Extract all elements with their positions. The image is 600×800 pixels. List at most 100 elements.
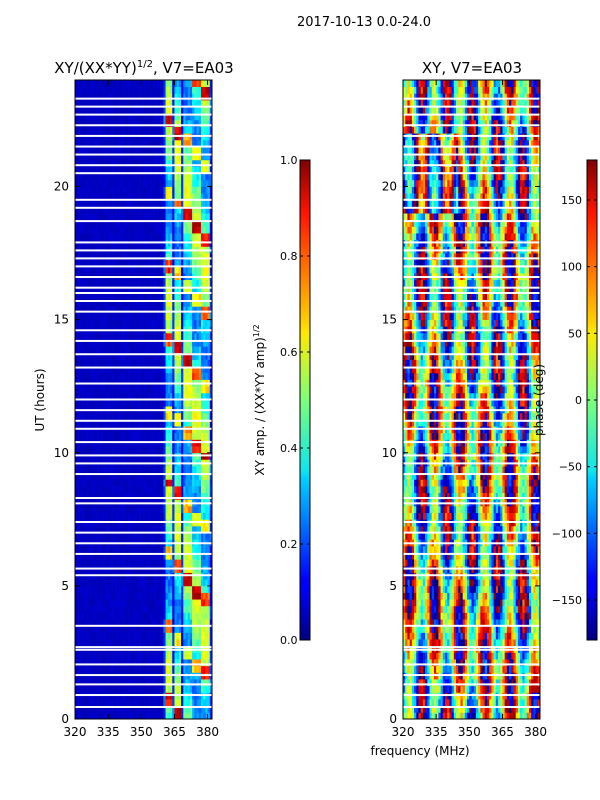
amplitude-heatmap-cell <box>161 339 164 347</box>
amplitude-heatmap-cell <box>125 399 129 407</box>
amplitude-heatmap-cell <box>143 193 147 201</box>
amplitude-heatmap-cell <box>134 619 138 627</box>
amplitude-heatmap-cell <box>123 705 127 713</box>
amplitude-heatmap-cell <box>79 259 82 267</box>
amplitude-heatmap-cell <box>114 226 118 234</box>
amplitude-heatmap-cell <box>205 579 208 587</box>
amplitude-heatmap-cell <box>200 399 204 407</box>
amplitude-heatmap-cell <box>172 392 175 400</box>
amplitude-heatmap-cell <box>161 625 164 633</box>
amplitude-heatmap-cell <box>205 306 208 314</box>
amplitude-heatmap-cell <box>114 592 118 600</box>
amplitude-heatmap-cell <box>205 352 208 360</box>
amplitude-heatmap-cell <box>136 679 140 687</box>
amplitude-heatmap-cell <box>207 352 211 360</box>
amplitude-heatmap-cell <box>97 619 100 627</box>
amplitude-heatmap-cell <box>123 632 127 640</box>
amplitude-heatmap-cell <box>119 585 122 593</box>
amplitude-heatmap-cell <box>187 625 191 633</box>
amplitude-heatmap-cell <box>123 625 127 633</box>
amplitude-heatmap-cell <box>128 253 131 261</box>
amplitude-heatmap-cell <box>90 286 94 294</box>
amplitude-heatmap-cell <box>125 665 129 673</box>
amplitude-heatmap-cell <box>194 512 197 520</box>
amplitude-heatmap-cell <box>154 506 158 514</box>
amplitude-heatmap-cell <box>158 186 162 194</box>
amplitude-heatmap-cell <box>75 299 78 307</box>
amplitude-heatmap-cell <box>200 419 204 427</box>
amplitude-heatmap-cell <box>192 632 195 640</box>
amplitude-heatmap-cell <box>88 492 91 500</box>
amplitude-heatmap-cell <box>105 359 109 367</box>
amplitude-heatmap-cell <box>108 332 111 340</box>
amplitude-heatmap-cell <box>176 699 180 707</box>
amplitude-heatmap-cell <box>81 492 85 500</box>
amplitude-heatmap-cell <box>161 386 164 394</box>
amplitude-heatmap-cell <box>139 319 142 327</box>
amplitude-heatmap-cell <box>121 226 124 234</box>
amplitude-heatmap-cell <box>128 259 131 267</box>
amplitude-heatmap-cell <box>112 293 116 301</box>
amplitude-heatmap-cell <box>108 545 111 553</box>
amplitude-heatmap-cell <box>81 659 85 667</box>
amplitude-heatmap-cell <box>178 652 182 660</box>
amplitude-heatmap-cell <box>99 432 102 440</box>
amplitude-heatmap-cell <box>170 699 173 707</box>
amplitude-heatmap-cell <box>145 619 149 627</box>
amplitude-heatmap-cell <box>110 386 113 394</box>
amplitude-heatmap-cell <box>101 312 105 320</box>
amplitude-heatmap-cell <box>154 579 158 587</box>
amplitude-heatmap-cell <box>112 299 116 307</box>
amplitude-heatmap-cell <box>172 612 175 620</box>
amplitude-heatmap-cell <box>99 512 102 520</box>
amplitude-heatmap-cell <box>112 625 116 633</box>
amplitude-heatmap-cell <box>105 685 109 693</box>
amplitude-heatmap-cell <box>145 625 149 633</box>
amplitude-heatmap-cell <box>103 652 107 660</box>
amplitude-heatmap-cell <box>81 359 85 367</box>
amplitude-heatmap-cell <box>121 579 124 587</box>
amplitude-heatmap-cell <box>189 312 193 320</box>
amplitude-heatmap-cell <box>152 339 155 347</box>
amplitude-heatmap-cell <box>94 279 98 287</box>
amplitude-heatmap-cell <box>92 392 96 400</box>
amplitude-heatmap-cell <box>147 506 151 514</box>
amplitude-heatmap-cell <box>176 219 180 227</box>
amplitude-heatmap-cell <box>174 525 177 533</box>
amplitude-heatmap-cell <box>128 299 131 307</box>
amplitude-heatmap-cell <box>79 193 82 201</box>
amplitude-heatmap-cell <box>192 612 195 620</box>
amplitude-heatmap-cell <box>198 705 202 713</box>
amplitude-heatmap-cell <box>192 466 195 474</box>
amplitude-heatmap-cell <box>90 312 94 320</box>
amplitude-heatmap-cell <box>165 639 169 647</box>
amplitude-heatmap-cell <box>189 392 193 400</box>
amplitude-heatmap-cell <box>112 585 116 593</box>
amplitude-heatmap-cell <box>150 559 153 567</box>
amplitude-heatmap-cell <box>90 446 94 454</box>
amplitude-heatmap-cell <box>112 659 116 667</box>
amplitude-heatmap-cell <box>172 286 175 294</box>
amplitude-heatmap-cell <box>161 352 164 360</box>
amplitude-heatmap-cell <box>90 479 94 487</box>
amplitude-heatmap-cell <box>141 306 144 314</box>
amplitude-heatmap-cell <box>136 486 140 494</box>
amplitude-heatmap-cell <box>116 332 120 340</box>
amplitude-heatmap-cell <box>123 186 127 194</box>
amplitude-heatmap-cell <box>116 312 120 320</box>
amplitude-heatmap-cell <box>90 665 94 673</box>
amplitude-heatmap-cell <box>165 599 169 607</box>
amplitude-heatmap-cell <box>207 486 211 494</box>
amplitude-heatmap-cell <box>123 665 127 673</box>
amplitude-heatmap-cell <box>198 193 202 201</box>
amplitude-heatmap-cell <box>130 259 133 267</box>
amplitude-heatmap-cell <box>101 612 105 620</box>
amplitude-heatmap-cell <box>97 206 100 214</box>
amplitude-heatmap-cell <box>110 186 113 194</box>
amplitude-heatmap-cell <box>119 259 122 267</box>
amplitude-heatmap-cell <box>185 585 189 593</box>
amplitude-heatmap-cell <box>200 552 204 560</box>
amplitude-heatmap-cell <box>99 699 102 707</box>
amplitude-heatmap-cell <box>136 659 140 667</box>
amplitude-heatmap-cell <box>152 432 155 440</box>
